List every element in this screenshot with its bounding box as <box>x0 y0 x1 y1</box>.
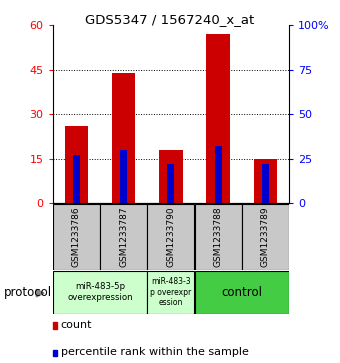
Text: GSM1233789: GSM1233789 <box>261 207 270 267</box>
Text: miR-483-3
p overexpr
ession: miR-483-3 p overexpr ession <box>150 277 191 307</box>
Bar <box>254 159 277 203</box>
Text: GSM1233788: GSM1233788 <box>214 207 223 267</box>
FancyBboxPatch shape <box>100 204 147 270</box>
FancyBboxPatch shape <box>148 271 194 314</box>
Bar <box>215 146 222 203</box>
Text: percentile rank within the sample: percentile rank within the sample <box>61 347 249 357</box>
Text: count: count <box>61 320 92 330</box>
Text: GDS5347 / 1567240_x_at: GDS5347 / 1567240_x_at <box>85 13 255 26</box>
FancyBboxPatch shape <box>53 204 100 270</box>
Bar <box>159 150 183 203</box>
FancyBboxPatch shape <box>53 271 147 314</box>
Text: miR-483-5p
overexpression: miR-483-5p overexpression <box>67 282 133 302</box>
Bar <box>206 34 230 203</box>
Bar <box>112 73 135 203</box>
FancyBboxPatch shape <box>195 204 241 270</box>
Text: GSM1233790: GSM1233790 <box>166 207 175 267</box>
Bar <box>73 155 80 203</box>
Bar <box>262 164 269 203</box>
Text: GSM1233787: GSM1233787 <box>119 207 128 267</box>
FancyBboxPatch shape <box>242 204 289 270</box>
FancyBboxPatch shape <box>195 271 289 314</box>
Text: protocol: protocol <box>3 286 52 299</box>
Bar <box>120 150 127 203</box>
Bar <box>167 164 174 203</box>
Text: GSM1233786: GSM1233786 <box>72 207 81 267</box>
Bar <box>65 126 88 203</box>
Text: control: control <box>221 286 262 299</box>
FancyBboxPatch shape <box>148 204 194 270</box>
